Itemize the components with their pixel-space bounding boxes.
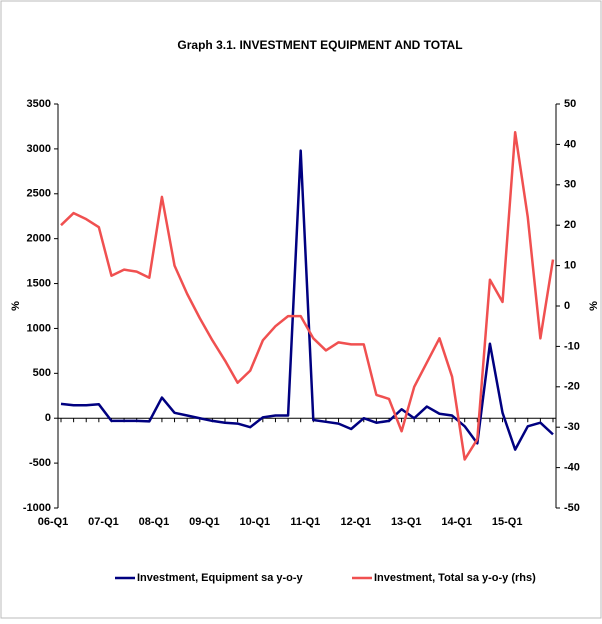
- legend-label: Investment, Equipment sa y-o-y: [137, 572, 304, 584]
- y2-tick-label: -50: [564, 502, 580, 514]
- x-tick-label: 09-Q1: [189, 516, 220, 528]
- y2-tick-label: 0: [564, 300, 570, 312]
- y-tick-label: 2500: [27, 188, 51, 200]
- x-tick-label: 12-Q1: [340, 516, 371, 528]
- y-tick-label: -1000: [23, 502, 51, 514]
- y2-tick-label: 40: [564, 138, 576, 150]
- y2-axis-label: %: [588, 301, 600, 311]
- y-tick-label: 3500: [27, 98, 51, 110]
- y2-tick-label: -10: [564, 340, 580, 352]
- x-tick-label: 15-Q1: [492, 516, 523, 528]
- y2-tick-label: 30: [564, 179, 576, 191]
- y2-tick-label: 10: [564, 260, 576, 272]
- x-tick-label: 11-Q1: [290, 516, 320, 528]
- chart-title: Graph 3.1. INVESTMENT EQUIPMENT AND TOTA…: [177, 38, 462, 52]
- y-tick-label: 500: [33, 367, 51, 379]
- x-tick-label: 13-Q1: [391, 516, 422, 528]
- y-tick-label: 3000: [27, 143, 51, 155]
- y-tick-label: 1500: [27, 277, 51, 289]
- legend-label: Investment, Total sa y-o-y (rhs): [374, 572, 536, 584]
- y2-tick-label: -30: [564, 421, 580, 433]
- y2-tick-label: 20: [564, 219, 576, 231]
- y-axis-label: %: [10, 301, 22, 311]
- y-tick-label: 0: [45, 412, 51, 424]
- y2-tick-label: -40: [564, 462, 580, 474]
- x-tick-label: 07-Q1: [88, 516, 119, 528]
- y2-tick-label: -20: [564, 381, 580, 393]
- y2-tick-label: 50: [564, 98, 576, 110]
- series-line: [60, 149, 554, 451]
- x-tick-label: 14-Q1: [441, 516, 472, 528]
- series-line: [60, 131, 555, 461]
- x-tick-label: 06-Q1: [38, 516, 69, 528]
- y-tick-label: 2000: [27, 233, 51, 245]
- y-tick-label: -500: [29, 457, 51, 469]
- x-tick-label: 10-Q1: [240, 516, 271, 528]
- x-tick-label: 08-Q1: [139, 516, 170, 528]
- y-tick-label: 1000: [27, 322, 51, 334]
